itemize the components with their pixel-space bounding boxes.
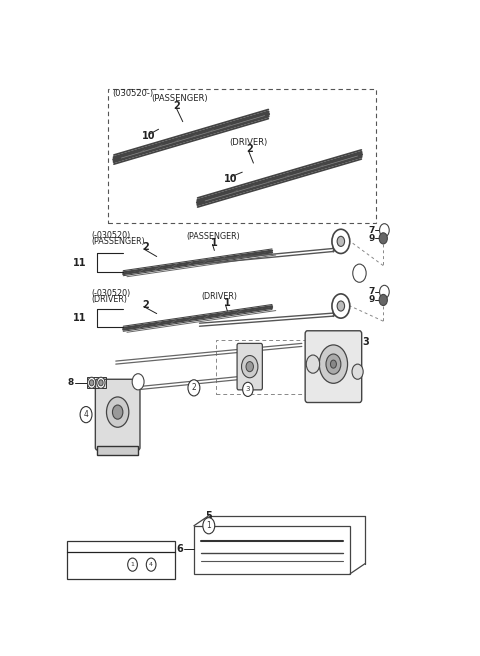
Text: (PASSENGER): (PASSENGER) [151,94,208,104]
Text: 9: 9 [369,295,375,304]
Text: 6: 6 [176,544,183,554]
Circle shape [380,224,389,237]
Text: 11: 11 [72,313,86,323]
Circle shape [107,397,129,427]
Text: 2: 2 [192,383,196,392]
Circle shape [352,364,363,379]
Text: 10: 10 [142,131,156,141]
Text: (DRIVER): (DRIVER) [229,138,267,148]
Bar [216,340,350,394]
Text: 7: 7 [369,287,375,297]
Circle shape [89,380,94,386]
Circle shape [326,354,341,374]
Text: 3: 3 [246,386,250,392]
Circle shape [203,518,215,534]
Bar [87,377,106,388]
Bar [97,446,138,455]
Text: 11: 11 [72,258,86,268]
Circle shape [188,380,200,396]
Text: 8: 8 [68,379,74,387]
Text: 3: 3 [362,337,369,348]
Text: 2: 2 [173,101,180,111]
Bar [108,89,376,222]
Circle shape [99,380,103,386]
Circle shape [97,377,105,388]
Circle shape [379,295,387,306]
Text: 1: 1 [224,298,230,308]
Text: (DRIVER): (DRIVER) [202,293,237,301]
Text: ~: ~ [139,560,146,569]
Text: 4: 4 [84,410,88,419]
Text: 4: 4 [149,562,153,567]
Text: 2: 2 [246,144,253,154]
Circle shape [146,558,156,571]
Circle shape [306,355,320,373]
Text: 9: 9 [369,234,375,243]
Circle shape [353,264,366,282]
Text: 1: 1 [211,238,217,248]
Text: 2: 2 [142,243,149,253]
FancyBboxPatch shape [237,343,263,390]
Text: (-030520): (-030520) [92,231,131,240]
Text: (-030520): (-030520) [92,289,131,298]
Circle shape [243,382,253,396]
Circle shape [246,361,253,372]
Circle shape [128,558,137,571]
Circle shape [330,360,336,368]
Text: THE NO  4 :: THE NO 4 : [71,560,116,569]
Circle shape [241,356,258,378]
Text: A: A [357,269,362,277]
Text: 2: 2 [142,300,149,310]
Circle shape [112,405,123,419]
Circle shape [87,377,96,388]
Text: (030520-): (030520-) [112,89,153,98]
Text: 1: 1 [206,522,211,530]
Text: NOTE: NOTE [71,541,95,550]
Text: 7: 7 [369,226,375,235]
Text: A: A [135,377,141,386]
FancyBboxPatch shape [305,331,362,403]
Text: 1: 1 [131,562,134,567]
Circle shape [132,374,144,390]
Circle shape [332,229,350,253]
Text: 10: 10 [224,174,237,184]
Circle shape [80,407,92,422]
Circle shape [319,345,348,383]
Circle shape [337,301,345,311]
Bar [194,525,350,574]
Text: (PASSENGER): (PASSENGER) [92,237,145,246]
Circle shape [337,236,345,247]
Circle shape [332,294,350,318]
Text: (DRIVER): (DRIVER) [92,295,128,304]
Bar [67,541,175,579]
Circle shape [379,233,387,244]
Text: (PASSENGER): (PASSENGER) [186,232,240,241]
Circle shape [380,285,389,298]
FancyBboxPatch shape [96,379,140,450]
Text: 5: 5 [205,510,212,521]
